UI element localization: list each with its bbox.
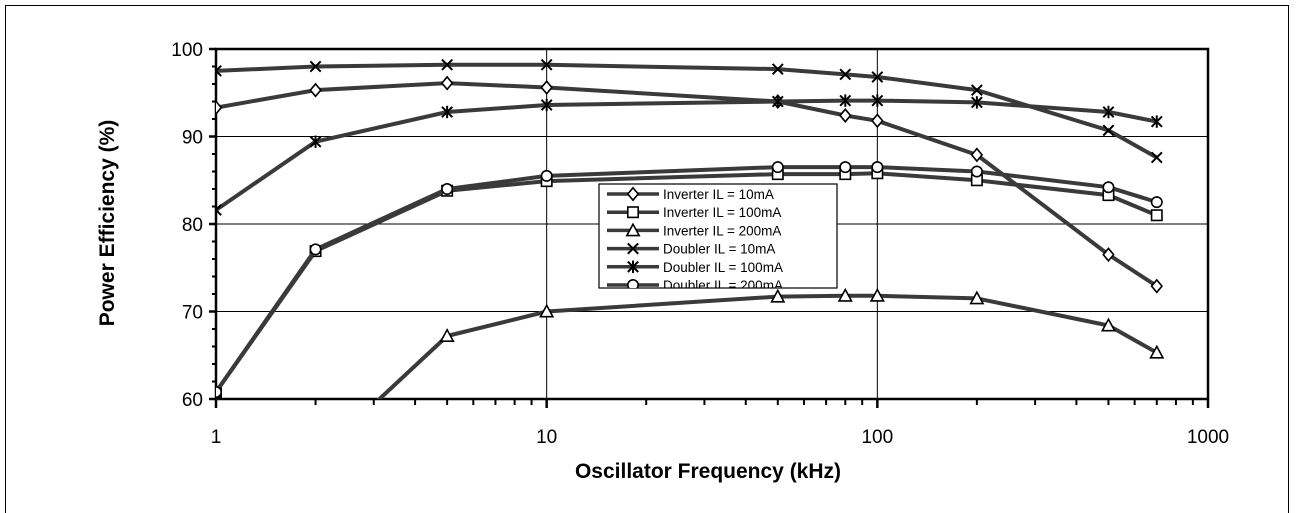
chart-frame [5, 5, 1289, 513]
series-line-4 [216, 98, 1158, 212]
data-point [441, 105, 454, 119]
data-point [869, 287, 885, 302]
series-line-3 [216, 62, 1158, 160]
data-point [970, 165, 983, 178]
data-point [1102, 181, 1115, 194]
data-point [216, 100, 223, 116]
data-point [1149, 344, 1165, 359]
series-2 [376, 287, 1165, 399]
legend-entry-4: Doubler IL = 100mA [607, 260, 783, 275]
y-tick-label-80: 80 [182, 215, 203, 236]
data-point [540, 58, 553, 71]
data-point [871, 71, 884, 83]
legend-entries: Inverter IL = 10mA Inverter IL = 100mA Inv… [607, 186, 783, 293]
plot-area-border [214, 47, 1210, 401]
data-point [970, 96, 983, 109]
legend-entry-3: Doubler IL = 10mA [607, 242, 775, 257]
data-point [540, 80, 553, 95]
legend-label-3: Doubler IL = 10mA [663, 242, 775, 257]
data-point [309, 82, 322, 98]
legend-marker [627, 279, 639, 288]
data-point [839, 108, 852, 123]
data-point [839, 68, 852, 81]
data-point [441, 58, 454, 71]
series-line-0 [216, 81, 1158, 288]
y-tick-label-100: 100 [171, 40, 203, 61]
legend-marker [626, 206, 639, 219]
x-axis-title: Oscillator Frequency (kHz) [575, 460, 841, 483]
legend-marker [627, 242, 639, 255]
data-point [309, 135, 322, 148]
data-point [1150, 196, 1163, 209]
y-tick-label-60: 60 [182, 390, 203, 411]
data-point [1150, 151, 1163, 164]
data-point [871, 113, 884, 129]
legend-label-2: Inverter IL = 200mA [663, 223, 781, 238]
data-point [970, 147, 984, 163]
legend-marker [625, 222, 641, 237]
data-point [1150, 278, 1164, 294]
data-point [771, 161, 784, 174]
legend: Inverter IL = 10mA Inverter IL = 100mA Inv… [598, 183, 838, 293]
legend-label-0: Inverter IL = 10mA [663, 187, 774, 202]
data-point [439, 328, 455, 343]
data-point [771, 95, 784, 108]
data-point [216, 64, 222, 77]
series-line-2 [376, 293, 1158, 399]
data-point [1102, 124, 1115, 137]
series-5 [216, 161, 1163, 398]
data-point [871, 161, 884, 174]
x-tick-label-100: 100 [861, 427, 893, 448]
y-tick-label-70: 70 [182, 303, 203, 324]
x-tick-label-10: 10 [536, 427, 557, 448]
x-tick-label-1000: 1000 [1187, 427, 1229, 448]
data-point [216, 386, 222, 398]
data-point [441, 183, 454, 196]
series-4 [216, 94, 1163, 217]
y-axis-title: Power Efficiency (%) [96, 120, 119, 327]
x-tick-label-1: 1 [211, 427, 222, 448]
legend-label-4: Doubler IL = 100mA [663, 260, 783, 275]
legend-entry-0: Inverter IL = 10mA [607, 186, 774, 202]
data-point [771, 63, 784, 76]
data-point [309, 60, 322, 73]
data-point [839, 161, 852, 174]
legend-marker [626, 186, 640, 202]
data-point [1150, 115, 1163, 128]
data-point [1102, 247, 1115, 263]
data-point [216, 203, 222, 217]
data-point [970, 84, 983, 97]
data-point [1102, 105, 1115, 119]
legend-entry-2: Inverter IL = 200mA [607, 222, 781, 238]
data-point [1150, 209, 1163, 222]
legend-marker [627, 260, 639, 273]
data-point [540, 169, 553, 182]
data-point [871, 94, 884, 107]
series-line-5 [216, 165, 1158, 394]
data-point [540, 98, 553, 112]
data-point [770, 288, 786, 303]
legend-entry-5: Doubler IL = 200mA [607, 278, 783, 293]
data-point [969, 290, 985, 305]
data-point [1100, 317, 1117, 332]
series-lines [216, 58, 1165, 399]
y-tick-label-90: 90 [182, 128, 203, 149]
data-point [309, 243, 322, 256]
legend-entry-1: Inverter IL = 100mA [607, 205, 781, 220]
data-point [440, 75, 454, 91]
data-point [837, 287, 853, 302]
data-point [839, 94, 852, 107]
legend-label-1: Inverter IL = 100mA [663, 205, 781, 220]
data-point [539, 303, 555, 318]
series-3 [216, 58, 1163, 164]
legend-label-5: Doubler IL = 200mA [663, 278, 783, 293]
